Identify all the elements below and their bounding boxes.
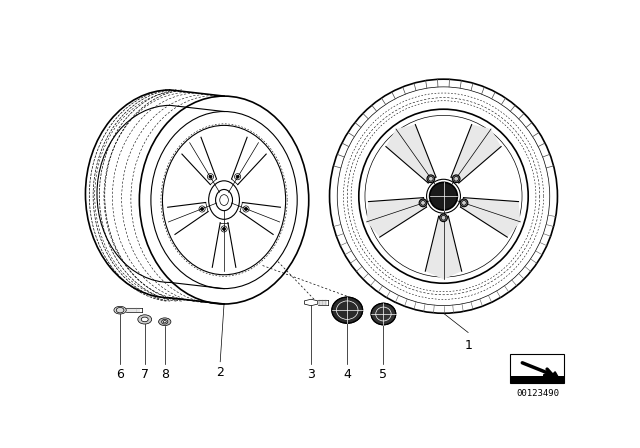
Ellipse shape xyxy=(209,175,212,178)
Text: 8: 8 xyxy=(161,368,169,381)
Ellipse shape xyxy=(200,207,204,211)
Ellipse shape xyxy=(138,315,152,324)
Ellipse shape xyxy=(162,319,168,324)
Polygon shape xyxy=(460,198,520,237)
Ellipse shape xyxy=(440,214,447,222)
Text: 1: 1 xyxy=(464,339,472,352)
Polygon shape xyxy=(386,125,436,183)
Bar xyxy=(511,354,564,383)
Ellipse shape xyxy=(419,199,427,207)
Ellipse shape xyxy=(159,318,171,326)
Ellipse shape xyxy=(460,199,468,207)
Ellipse shape xyxy=(371,303,396,325)
Ellipse shape xyxy=(332,297,363,323)
Text: 4: 4 xyxy=(343,368,351,381)
Ellipse shape xyxy=(236,175,239,178)
Text: 7: 7 xyxy=(141,368,148,381)
Polygon shape xyxy=(451,125,501,183)
Ellipse shape xyxy=(461,201,467,205)
Ellipse shape xyxy=(441,215,446,220)
Text: 5: 5 xyxy=(380,368,387,381)
Text: 00123490: 00123490 xyxy=(516,389,559,398)
Text: 2: 2 xyxy=(216,366,224,379)
Ellipse shape xyxy=(114,306,126,314)
Polygon shape xyxy=(552,372,558,377)
Ellipse shape xyxy=(429,177,433,181)
Ellipse shape xyxy=(141,317,148,322)
Ellipse shape xyxy=(454,177,458,181)
Polygon shape xyxy=(367,198,426,237)
Ellipse shape xyxy=(244,207,248,211)
Ellipse shape xyxy=(429,182,458,210)
Ellipse shape xyxy=(420,201,426,205)
Text: 6: 6 xyxy=(116,368,124,381)
Ellipse shape xyxy=(223,228,225,230)
Polygon shape xyxy=(426,216,461,279)
Text: 3: 3 xyxy=(307,368,315,381)
Ellipse shape xyxy=(452,175,460,183)
Bar xyxy=(511,376,564,383)
Polygon shape xyxy=(305,299,317,306)
Ellipse shape xyxy=(427,175,435,183)
